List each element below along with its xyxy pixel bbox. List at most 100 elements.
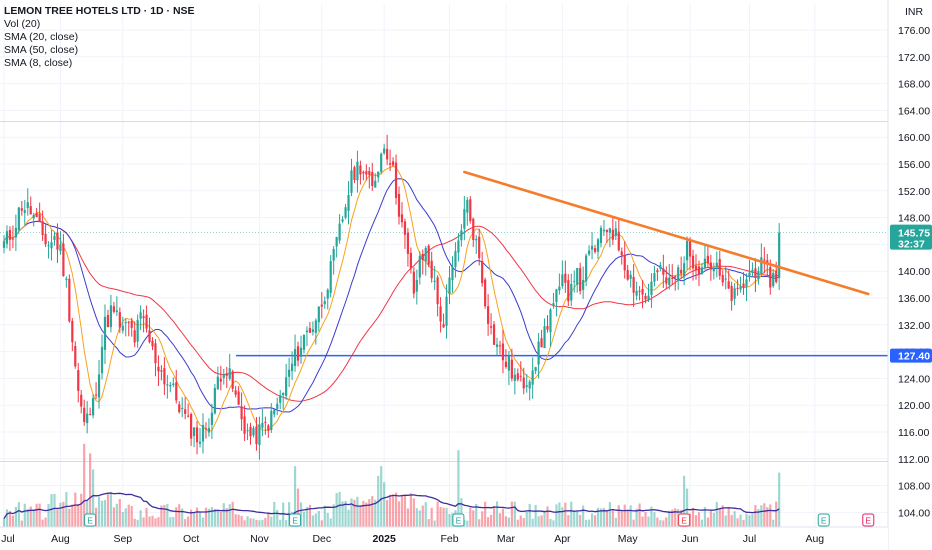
currency-label: INR <box>905 6 924 18</box>
candle <box>77 363 80 403</box>
candle-body <box>626 270 629 280</box>
volume-bar <box>344 500 347 527</box>
candle <box>552 292 555 309</box>
candle-body <box>415 279 418 292</box>
candle-body <box>555 289 558 303</box>
candle <box>302 334 306 354</box>
volume-bar <box>644 512 647 527</box>
volume-bar <box>656 517 659 527</box>
candle <box>703 244 707 270</box>
candle-body <box>656 270 659 273</box>
volume-bar <box>638 503 641 527</box>
volume-bar <box>626 510 629 527</box>
candle <box>240 392 243 431</box>
candle <box>504 349 508 369</box>
candle <box>71 318 74 352</box>
candle-body <box>136 319 139 342</box>
earnings-marker-label: E <box>456 516 462 526</box>
candle-body <box>558 286 561 291</box>
candle <box>650 273 653 308</box>
trendline[interactable] <box>463 170 870 296</box>
candle <box>626 264 629 281</box>
legend-sma-50[interactable]: SMA (50, close) <box>4 44 79 56</box>
earnings-marker[interactable]: E <box>289 513 302 527</box>
candle-body <box>326 289 329 299</box>
candle <box>736 279 739 296</box>
candle <box>157 355 160 386</box>
candle-body <box>225 373 228 376</box>
candle <box>32 212 35 227</box>
volume-bar <box>742 519 745 527</box>
candle <box>415 269 418 305</box>
candle <box>644 292 647 304</box>
candle <box>74 341 77 369</box>
candle-body <box>288 369 291 377</box>
candle-body <box>92 397 95 416</box>
volume-bar <box>201 517 205 527</box>
time-tick-label: Sep <box>113 533 132 545</box>
volume-bar <box>139 510 142 527</box>
volume-bar <box>65 492 68 527</box>
bar-countdown: 32:37 <box>898 239 925 251</box>
volume-bar <box>498 513 502 527</box>
symbol-title: LEMON TREE HOTELS LTD · 1D · NSE <box>4 5 195 17</box>
volume-bar <box>279 519 282 527</box>
candle <box>766 253 769 278</box>
earnings-marker[interactable]: E <box>817 513 830 527</box>
candle <box>694 254 698 280</box>
candle-body <box>139 312 142 319</box>
volume-bar <box>302 511 306 527</box>
time-axis[interactable]: Jul Aug Sep Oct Nov Dec 2025 Feb Mar Apr May Jun Jul… <box>0 526 888 550</box>
candle <box>525 374 528 393</box>
legend-volume[interactable]: Vol (20) <box>4 18 41 30</box>
candle-body <box>412 271 415 294</box>
candle <box>56 223 59 263</box>
candle <box>721 270 724 287</box>
candle <box>305 326 309 347</box>
candle-body <box>772 272 775 287</box>
candle-body <box>258 424 261 445</box>
volume-bar <box>712 512 715 527</box>
earnings-marker[interactable]: E <box>678 513 691 527</box>
legend-sma-8[interactable]: SMA (8, close) <box>4 57 73 69</box>
volume-bar <box>671 509 674 527</box>
volume-bar <box>629 505 632 527</box>
candle-body <box>2 241 6 248</box>
candle-body <box>617 231 620 251</box>
candle <box>94 382 98 400</box>
candle <box>130 317 133 337</box>
candle-body <box>279 395 282 403</box>
candle-body <box>285 377 288 396</box>
candle-body <box>255 426 258 445</box>
candle-body <box>433 280 436 283</box>
candle <box>213 384 216 415</box>
time-tick-label: Dec <box>312 533 331 545</box>
candle <box>201 413 205 454</box>
candle-body <box>489 326 493 328</box>
volume-bar <box>109 491 113 527</box>
legend-sma-20[interactable]: SMA (20, close) <box>4 31 79 43</box>
price-axis[interactable]: INR 104.00 108.00 112.00 116.00 120.00 124.00 1… <box>887 0 932 550</box>
candle <box>686 236 689 270</box>
volume-bar <box>184 519 187 527</box>
candle-body <box>83 407 86 422</box>
volume-bar <box>296 488 300 527</box>
candle <box>665 266 668 289</box>
candle-body <box>190 414 193 439</box>
candle-body <box>561 274 564 287</box>
earnings-marker[interactable]: E <box>862 513 875 527</box>
chart-legend: LEMON TREE HOTELS LTD · 1D · NSE Vol (20… <box>4 5 195 70</box>
earnings-marker[interactable]: E <box>84 513 97 527</box>
time-tick-label: Nov <box>250 533 269 545</box>
candle <box>501 329 505 374</box>
earnings-marker[interactable]: E <box>452 513 465 527</box>
candle-body <box>587 250 591 255</box>
candle <box>748 259 751 282</box>
volume-bar <box>62 501 65 527</box>
candle-body <box>335 237 338 247</box>
volume-bar <box>602 507 606 527</box>
candle <box>97 359 101 409</box>
candle <box>590 232 594 260</box>
candle-body <box>694 265 698 270</box>
